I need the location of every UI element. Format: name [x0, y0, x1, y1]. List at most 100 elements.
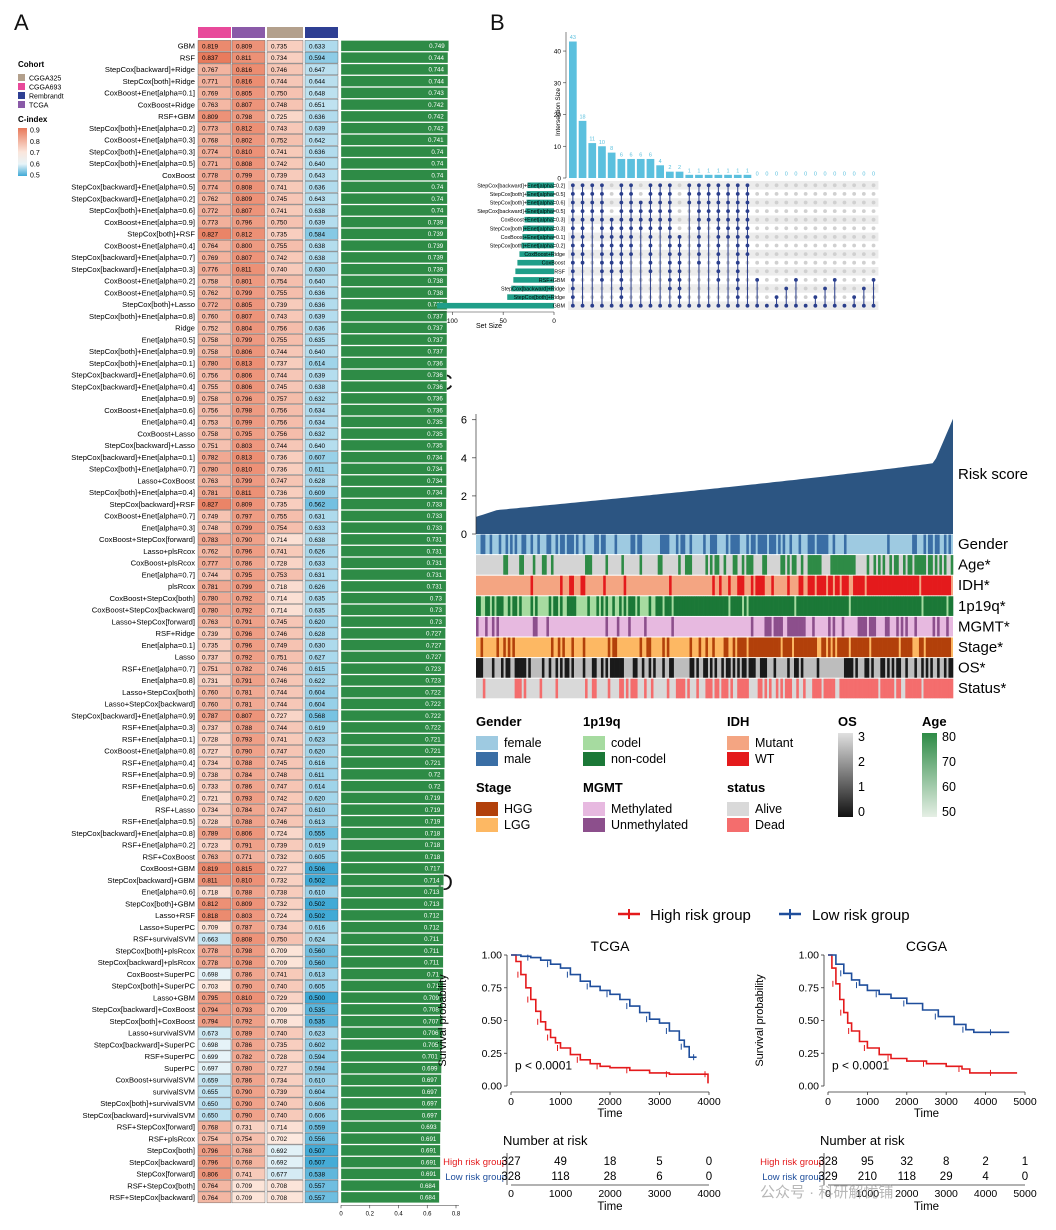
os-track-mark — [816, 658, 820, 678]
age-track-mark — [873, 555, 877, 575]
1p19q-track-mark — [684, 596, 688, 616]
1p19q-track-mark — [832, 596, 836, 616]
heatmap-cell — [304, 944, 339, 957]
model-name-label: RSF+StepCox[both] — [127, 1181, 195, 1190]
heatmap-cell — [197, 686, 232, 698]
gender-track-mark — [600, 534, 604, 555]
intersection-count-label: 0 — [833, 172, 836, 178]
matrix-dot-empty — [677, 217, 682, 222]
matrix-dot-empty — [832, 226, 837, 231]
matrix-dot-empty — [784, 226, 789, 231]
gender-track-mark — [659, 534, 663, 555]
heatmap-cell — [266, 850, 304, 863]
stage-track-mark — [775, 637, 779, 658]
os-track-mark — [759, 658, 763, 678]
heatmap-cell — [197, 286, 232, 299]
heatmap-cell-value: 0.626 — [309, 549, 325, 556]
idh-track-mark — [807, 575, 811, 596]
heatmap-cell — [231, 474, 266, 487]
mean-cindex-label: 0.693 — [421, 1124, 437, 1131]
heatmap-cell — [197, 733, 232, 745]
mean-cindex-bar — [340, 169, 448, 181]
risk-count: 0 — [1022, 1171, 1028, 1183]
mgmt-track-mark — [485, 616, 488, 637]
heatmap-cell-value: 0.610 — [309, 1077, 325, 1084]
cindex-tick-label: 0.7 — [30, 150, 40, 157]
stage-track-mark — [755, 637, 758, 658]
model-name-label: CoxBoost+plsRcox — [131, 559, 196, 568]
intersection-bar — [685, 174, 694, 178]
1p19q-track-mark — [682, 596, 686, 616]
mean-cindex-label: 0.742 — [428, 114, 444, 121]
heatmap-cell — [266, 745, 304, 757]
os-track-mark — [773, 658, 777, 678]
mean-cindex-label: 0.71 — [427, 971, 440, 978]
mgmt-track-mark — [644, 616, 647, 637]
1p19q-track-mark — [666, 596, 670, 616]
matrix-dot-empty — [813, 192, 818, 196]
idh-track-mark — [880, 575, 883, 596]
heatmap-cell — [304, 557, 339, 569]
km-x-tick-label: 3000 — [935, 1096, 959, 1108]
mean-cindex-label: 0.739 — [428, 266, 444, 273]
heatmap-cell-value: 0.806 — [236, 831, 252, 838]
heatmap-cell — [231, 110, 266, 123]
matrix-dot-empty — [861, 200, 866, 205]
heatmap-cell — [266, 498, 304, 510]
heatmap-cell-value: 0.796 — [236, 631, 252, 638]
matrix-dot-empty — [842, 260, 847, 265]
1p19q-track-mark — [939, 596, 942, 616]
status-track-mark — [650, 678, 654, 699]
heatmap-cell — [197, 592, 232, 604]
os-track-mark — [521, 658, 524, 678]
heatmap-cell-value: 0.768 — [202, 1124, 218, 1131]
matrix-dot-empty — [832, 243, 837, 248]
1p19q-track-mark — [812, 596, 815, 616]
idh-track-mark — [912, 575, 915, 596]
1p19q-track-mark — [884, 596, 888, 616]
1p19q-track-mark — [846, 596, 849, 616]
mean-cindex-bar — [340, 1168, 441, 1180]
1p19q-track-mark — [918, 596, 922, 616]
mgmt-track-mark — [937, 616, 940, 637]
gender-track-mark — [632, 534, 636, 555]
status-track-mark — [843, 678, 847, 699]
heatmap-cell-value: 0.639 — [309, 126, 325, 133]
heatmap-cell — [197, 980, 232, 992]
risk-x-tick-label: 5000 — [1013, 1188, 1037, 1200]
status-track-mark — [741, 678, 745, 699]
matrix-dot-empty — [813, 226, 818, 231]
stage-track-mark — [805, 637, 808, 658]
mgmt-track-mark — [884, 616, 888, 637]
mean-cindex-bar — [340, 909, 444, 921]
heatmap-cell — [197, 157, 232, 170]
mgmt-track-mark — [778, 616, 781, 637]
age-track-mark — [848, 555, 852, 575]
idh-track-mark — [741, 575, 745, 596]
model-name-label: Lasso+StepCox[both] — [122, 688, 195, 697]
gender-track-mark — [555, 534, 559, 555]
mean-cindex-label: 0.714 — [424, 877, 440, 884]
gender-track-mark — [773, 534, 777, 555]
mean-cindex-label: 0.721 — [425, 748, 441, 755]
gender-track-mark — [809, 534, 813, 555]
heatmap-cell-value: 0.609 — [309, 490, 325, 497]
model-name-label: RSF+Ridge — [156, 629, 195, 638]
age-legend-title: Age — [922, 714, 947, 729]
heatmap-cell-value: 0.809 — [236, 502, 252, 509]
matrix-dot-empty — [794, 269, 798, 274]
status-track-mark — [607, 678, 611, 699]
matrix-dot-empty — [774, 278, 779, 282]
1p19q-track-mark — [823, 596, 827, 616]
matrix-dot-empty — [871, 252, 876, 256]
gender-track-mark — [746, 534, 749, 555]
1p19q-track-mark — [719, 596, 722, 616]
stage-track-mark — [757, 637, 761, 658]
heatmap-cell-value: 0.747 — [271, 807, 287, 814]
mgmt-track-mark — [841, 616, 845, 637]
idh-track-mark — [843, 575, 847, 596]
cohort-legend-title: Cohort — [18, 60, 45, 69]
age-track-mark — [764, 555, 768, 575]
heatmap-cell — [197, 510, 232, 522]
matrix-dot-empty — [871, 226, 876, 231]
